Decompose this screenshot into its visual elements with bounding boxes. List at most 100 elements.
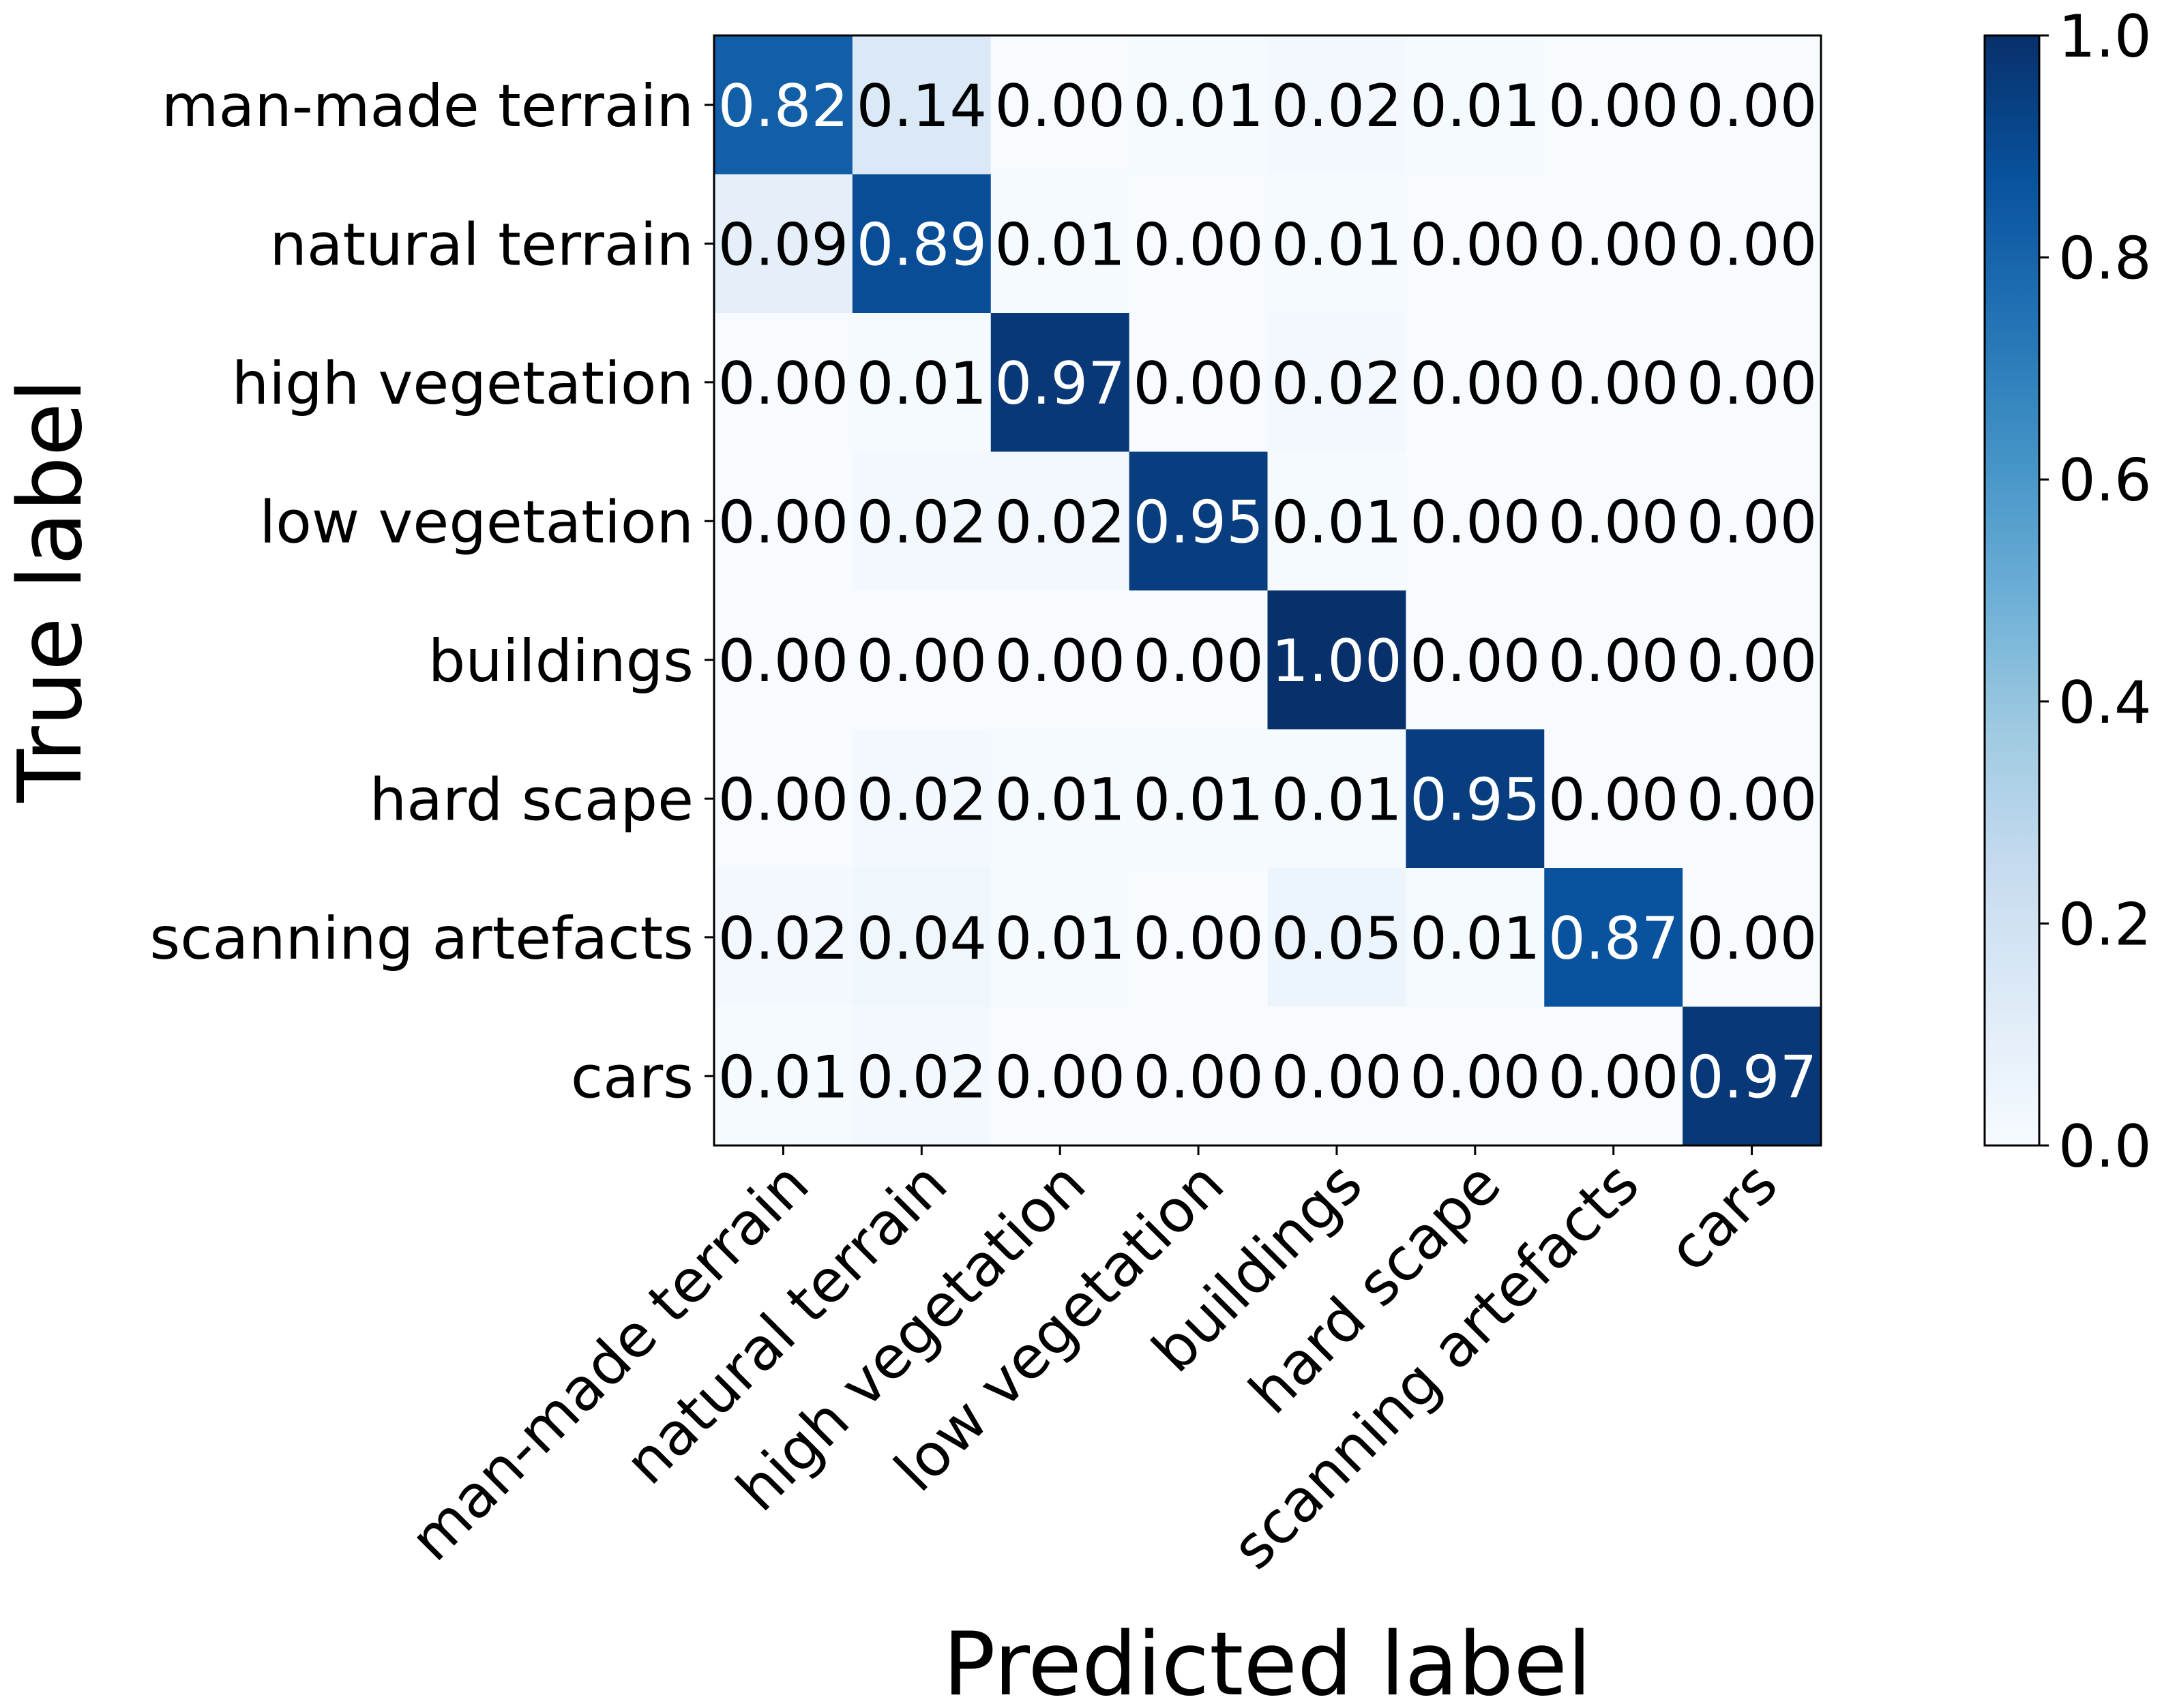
cell-value-label: 0.00	[1133, 1043, 1263, 1111]
x-tick-label: cars	[1655, 1150, 1790, 1285]
cell-value-label: 0.00	[1548, 766, 1678, 834]
cell-value-label: 0.02	[857, 766, 987, 834]
colorbar-tick-label: 0.6	[2058, 447, 2152, 515]
cell-value-label: 0.00	[994, 627, 1125, 695]
heatmap-cell	[1544, 1006, 1683, 1146]
heatmap-cell	[1267, 313, 1406, 452]
heatmap-cell	[714, 35, 853, 175]
cell-value-label: 0.00	[1133, 350, 1263, 418]
cell-value-label: 0.00	[1687, 488, 1817, 556]
heatmap-cell	[852, 590, 992, 730]
heatmap-cell	[1267, 868, 1406, 1007]
y-tick-label: natural terrain	[269, 211, 694, 279]
heatmap-cell	[714, 590, 853, 730]
heatmap-cell	[1129, 174, 1268, 314]
heatmap-cell	[990, 35, 1130, 175]
cell-value-label: 0.00	[1410, 488, 1540, 556]
heatmap-cell	[1129, 868, 1268, 1007]
cell-value-label: 0.09	[718, 211, 848, 279]
cell-value-label: 0.04	[857, 905, 987, 973]
colorbar-tick-label: 0.2	[2058, 890, 2152, 959]
heatmap-cell	[714, 868, 853, 1007]
colorbar-tick-label: 0.0	[2058, 1113, 2152, 1181]
cell-value-label: 0.02	[994, 488, 1125, 556]
cell-value-label: 0.00	[1548, 627, 1678, 695]
heatmap-cell	[714, 174, 853, 314]
cell-value-label: 0.00	[1410, 1043, 1540, 1111]
heatmap-cell	[1406, 729, 1545, 869]
heatmap-cell	[1267, 590, 1406, 730]
heatmap-cell	[1544, 451, 1683, 591]
heatmap-cell	[990, 451, 1130, 591]
heatmap-cell	[1544, 868, 1683, 1007]
heatmap-cell	[1544, 590, 1683, 730]
colorbar-ticks: 0.0 0.2 0.4 0.6 0.8 1.0	[2039, 3, 2152, 1181]
cell-value-label: 0.89	[857, 211, 987, 279]
heatmap-cell	[990, 590, 1130, 730]
cell-value-label: 0.01	[718, 1043, 848, 1111]
colorbar	[1983, 34, 2041, 1147]
heatmap-cell	[1683, 1006, 1822, 1146]
cell-value-label: 0.00	[1548, 72, 1678, 140]
cell-value-label: 1.00	[1271, 627, 1402, 695]
heatmap-cell	[1683, 313, 1822, 452]
heatmap-cell	[1406, 451, 1545, 591]
cell-value-label: 0.00	[1410, 350, 1540, 418]
cell-value-label: 0.00	[718, 766, 848, 834]
cell-value-label: 0.00	[994, 72, 1125, 140]
cell-value-label: 0.00	[994, 1043, 1125, 1111]
y-tick-label: buildings	[428, 627, 694, 695]
heatmap-cell	[714, 729, 853, 869]
heatmap-cell	[1544, 174, 1683, 314]
cell-value-label: 0.97	[994, 350, 1125, 418]
heatmap-cells: 0.82 0.14 0.00 0.01 0.02 0.01 0.00 0.000.09 0.89…	[714, 35, 1822, 1146]
cell-value-label: 0.00	[718, 488, 848, 556]
heatmap-cell	[1129, 590, 1268, 730]
heatmap-cell	[1544, 729, 1683, 869]
y-tick-label: cars	[571, 1043, 694, 1111]
heatmap-cell	[852, 868, 992, 1007]
cell-value-label: 0.02	[1271, 350, 1402, 418]
y-tick-label: low vegetation	[259, 488, 694, 556]
cell-value-label: 0.00	[1687, 627, 1817, 695]
cell-value-label: 0.01	[1410, 905, 1540, 973]
heatmap-cell	[990, 313, 1130, 452]
cell-value-label: 0.01	[1133, 766, 1263, 834]
cell-value-label: 0.14	[857, 72, 987, 140]
heatmap-cell	[1683, 35, 1822, 175]
cell-value-label: 0.01	[1410, 72, 1540, 140]
heatmap-cell	[1683, 729, 1822, 869]
cell-value-label: 0.00	[718, 627, 848, 695]
heatmap-cell	[1129, 35, 1268, 175]
heatmap-cell	[1544, 313, 1683, 452]
heatmap-cell	[1406, 174, 1545, 314]
y-tick-label: high vegetation	[232, 350, 694, 418]
heatmap-cell	[852, 35, 992, 175]
cell-value-label: 0.01	[994, 211, 1125, 279]
heatmap-cell	[1267, 451, 1406, 591]
cell-value-label: 0.00	[1687, 905, 1817, 973]
heatmap-cell	[852, 451, 992, 591]
heatmap-cell	[852, 1006, 992, 1146]
heatmap-cell	[1544, 35, 1683, 175]
heatmap-cell	[1267, 174, 1406, 314]
heatmap-cell	[1129, 451, 1268, 591]
cell-value-label: 0.00	[1548, 488, 1678, 556]
heatmap-cell	[852, 174, 992, 314]
cell-value-label: 0.01	[994, 905, 1125, 973]
heatmap-cell	[1267, 1006, 1406, 1146]
cell-value-label: 0.00	[1133, 627, 1263, 695]
cell-value-label: 0.00	[718, 350, 848, 418]
y-tick-label: man-made terrain	[162, 72, 694, 140]
heatmap-cell	[1129, 1006, 1268, 1146]
cell-value-label: 0.00	[1133, 211, 1263, 279]
heatmap-cell	[1406, 1006, 1545, 1146]
cell-value-label: 0.00	[1687, 350, 1817, 418]
heatmap-cell	[990, 868, 1130, 1007]
cell-value-label: 0.00	[1687, 211, 1817, 279]
cell-value-label: 0.02	[857, 488, 987, 556]
cell-value-label: 0.00	[1410, 627, 1540, 695]
heatmap-cell	[852, 729, 992, 869]
cell-value-label: 0.95	[1410, 766, 1540, 834]
heatmap-cell	[714, 451, 853, 591]
